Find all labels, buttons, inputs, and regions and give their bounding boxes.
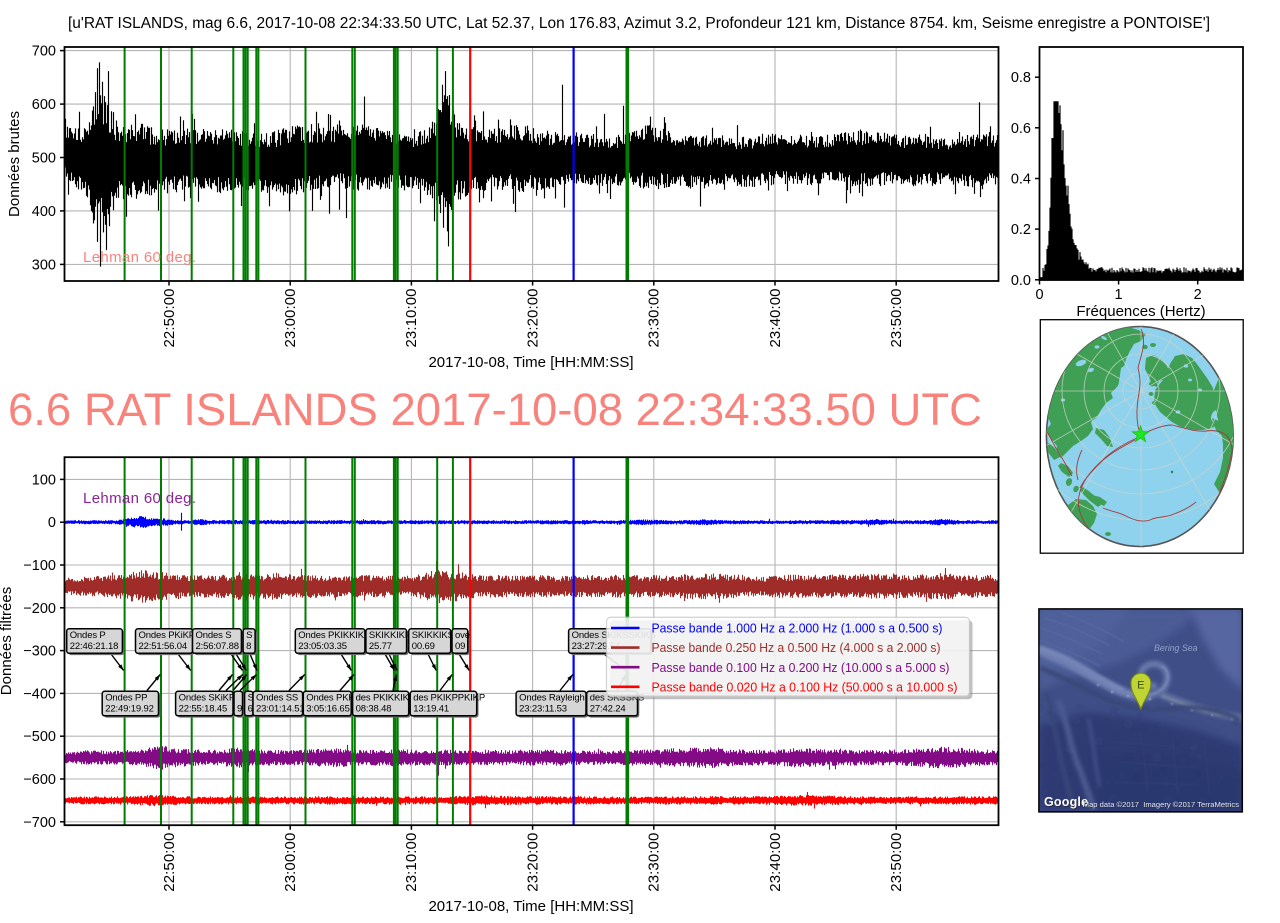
svg-text:des PKIKPPKIKP: des PKIKPPKIKP bbox=[413, 693, 485, 704]
svg-text:9: 9 bbox=[237, 704, 242, 715]
svg-text:Passe bande 0.020 Hz a 0.100 H: Passe bande 0.020 Hz a 0.100 Hz (50.000 … bbox=[652, 679, 958, 694]
svg-text:500: 500 bbox=[32, 151, 56, 167]
svg-text:Lehman 60 deg.: Lehman 60 deg. bbox=[83, 249, 196, 266]
svg-text:22:51:56.04: 22:51:56.04 bbox=[139, 641, 188, 652]
svg-text:23:27:29.54: 23:27:29.54 bbox=[572, 641, 621, 652]
svg-text:0.2: 0.2 bbox=[1011, 222, 1031, 238]
svg-text:23:23:11.53: 23:23:11.53 bbox=[519, 704, 567, 715]
svg-text:0.6: 0.6 bbox=[1011, 121, 1031, 137]
svg-text:22:50:00: 22:50:00 bbox=[161, 833, 178, 892]
svg-text:0: 0 bbox=[48, 515, 56, 531]
svg-text:09: 09 bbox=[455, 641, 465, 652]
svg-text:2017-10-08, Time [HH:MM:SS]: 2017-10-08, Time [HH:MM:SS] bbox=[428, 898, 633, 915]
svg-text:S: S bbox=[246, 630, 252, 641]
svg-text:22:55:18.45: 22:55:18.45 bbox=[179, 704, 228, 715]
svg-text:22:50:00: 22:50:00 bbox=[161, 289, 178, 348]
svg-text:Ondes SKiKP: Ondes SKiKP bbox=[179, 693, 235, 704]
svg-text:−300: −300 bbox=[23, 644, 56, 660]
svg-text:27:42.24: 27:42.24 bbox=[590, 704, 626, 715]
svg-text:−500: −500 bbox=[23, 729, 56, 745]
svg-text:23:01:14.51: 23:01:14.51 bbox=[256, 704, 305, 715]
svg-text:SKIKKIKP: SKIKKIKP bbox=[369, 630, 411, 641]
svg-text:3:05:16.65: 3:05:16.65 bbox=[306, 704, 349, 715]
svg-text:SKIKKIKS: SKIKKIKS bbox=[412, 630, 454, 641]
svg-text:2: 2 bbox=[1194, 287, 1202, 303]
svg-text:22:49:19.92: 22:49:19.92 bbox=[105, 704, 154, 715]
svg-text:23:50:00: 23:50:00 bbox=[888, 289, 905, 348]
svg-text:Lehman 60 deg.: Lehman 60 deg. bbox=[83, 490, 196, 507]
svg-text:Ondes SS: Ondes SS bbox=[256, 693, 298, 704]
svg-text:23:00:00: 23:00:00 bbox=[282, 289, 299, 348]
svg-text:2017-10-08, Time [HH:MM:SS]: 2017-10-08, Time [HH:MM:SS] bbox=[428, 354, 633, 371]
svg-text:Données filtrées: Données filtrées bbox=[0, 587, 15, 695]
svg-text:Données brutes: Données brutes bbox=[6, 111, 23, 217]
svg-text:Ondes PKKP: Ondes PKKP bbox=[306, 693, 360, 704]
svg-text:22:46:21.18: 22:46:21.18 bbox=[70, 641, 119, 652]
svg-text:23:50:00: 23:50:00 bbox=[888, 833, 905, 892]
svg-text:23:30:00: 23:30:00 bbox=[646, 833, 663, 892]
svg-text:13:19.41: 13:19.41 bbox=[413, 704, 449, 715]
svg-text:23:00:00: 23:00:00 bbox=[282, 833, 299, 892]
svg-text:400: 400 bbox=[32, 204, 56, 220]
svg-text:−400: −400 bbox=[23, 686, 56, 702]
svg-text:Ondes PP: Ondes PP bbox=[105, 693, 147, 704]
svg-text:Passe bande 0.250 Hz a 0.500 H: Passe bande 0.250 Hz a 0.500 Hz (4.000 s… bbox=[652, 640, 941, 655]
svg-text:−600: −600 bbox=[23, 772, 56, 788]
svg-text:Bering Sea: Bering Sea bbox=[1154, 643, 1198, 653]
svg-text:0: 0 bbox=[1035, 287, 1043, 303]
svg-text:−200: −200 bbox=[23, 601, 56, 617]
svg-text:Ondes S: Ondes S bbox=[196, 630, 232, 641]
svg-text:Passe bande 1.000 Hz a 2.000 H: Passe bande 1.000 Hz a 2.000 Hz (1.000 s… bbox=[652, 621, 943, 636]
svg-text:23:20:00: 23:20:00 bbox=[524, 289, 541, 348]
svg-text:Passe bande 0.100 Hz a 0.200 H: Passe bande 0.100 Hz a 0.200 Hz (10.000 … bbox=[652, 660, 950, 675]
svg-text:23:10:00: 23:10:00 bbox=[403, 833, 420, 892]
svg-text:08:38.48: 08:38.48 bbox=[356, 704, 392, 715]
svg-text:[u'RAT ISLANDS, mag 6.6, 2017-: [u'RAT ISLANDS, mag 6.6, 2017-10-08 22:3… bbox=[68, 15, 1210, 32]
svg-text:Ondes Rayleigh: Ondes Rayleigh bbox=[519, 693, 585, 704]
svg-text:des PKIKKIKS: des PKIKKIKS bbox=[356, 693, 415, 704]
svg-text:Ondes P: Ondes P bbox=[70, 630, 106, 641]
svg-text:23:40:00: 23:40:00 bbox=[767, 833, 784, 892]
svg-text:Ondes PKIKKIKP: Ondes PKIKKIKP bbox=[298, 630, 370, 641]
svg-text:0.4: 0.4 bbox=[1011, 172, 1031, 188]
svg-text:25.77: 25.77 bbox=[369, 641, 392, 652]
svg-text:Google: Google bbox=[1045, 796, 1089, 810]
svg-text:23:30:00: 23:30:00 bbox=[646, 289, 663, 348]
svg-text:23:20:00: 23:20:00 bbox=[524, 833, 541, 892]
svg-text:00.69: 00.69 bbox=[412, 641, 435, 652]
svg-text:ove: ove bbox=[455, 630, 470, 641]
svg-text:6.6 RAT ISLANDS 2017-10-08 22:: 6.6 RAT ISLANDS 2017-10-08 22:34:33.50 U… bbox=[8, 384, 982, 435]
svg-text:0.0: 0.0 bbox=[1011, 273, 1031, 289]
svg-text:Ondes PKiKP: Ondes PKiKP bbox=[139, 630, 195, 641]
svg-text:1: 1 bbox=[1115, 287, 1123, 303]
svg-text:600: 600 bbox=[32, 97, 56, 113]
svg-text:E: E bbox=[1137, 680, 1144, 692]
svg-text:700: 700 bbox=[32, 44, 56, 60]
svg-text:Google: Google bbox=[1044, 795, 1088, 809]
svg-text:Map data ©2017 Imagery ©2017: Map data ©2017 Imagery ©2017 TerraMetric… bbox=[1083, 800, 1239, 809]
svg-text:6: 6 bbox=[248, 704, 253, 715]
svg-text:Map data ©2017 Imagery ©2017: Map data ©2017 Imagery ©2017 TerraMetric… bbox=[1083, 801, 1239, 810]
svg-text:8: 8 bbox=[246, 641, 251, 652]
svg-text:Fréquences (Hertz): Fréquences (Hertz) bbox=[1076, 303, 1205, 320]
svg-text:23:05:03.35: 23:05:03.35 bbox=[298, 641, 347, 652]
svg-text:−100: −100 bbox=[23, 558, 56, 574]
svg-text:23:10:00: 23:10:00 bbox=[403, 289, 420, 348]
svg-text:2:56:07.88: 2:56:07.88 bbox=[196, 641, 239, 652]
svg-text:23:40:00: 23:40:00 bbox=[767, 289, 784, 348]
svg-text:100: 100 bbox=[32, 472, 56, 488]
svg-text:S: S bbox=[248, 693, 254, 704]
svg-text:300: 300 bbox=[32, 257, 56, 273]
svg-text:0.8: 0.8 bbox=[1011, 70, 1031, 86]
svg-text:−700: −700 bbox=[23, 815, 56, 831]
